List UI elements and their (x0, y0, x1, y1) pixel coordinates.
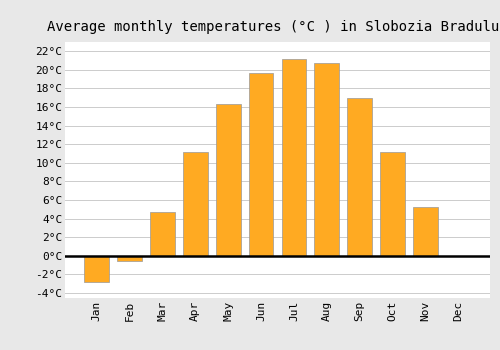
Bar (380, 152, 405, 256)
Bar (117, 256, 142, 261)
Bar (282, 59, 306, 256)
Bar (84, 256, 109, 282)
Bar (183, 152, 208, 256)
Title: Average monthly temperatures (°C ) in Slobozia Bradului: Average monthly temperatures (°C ) in Sl… (47, 20, 500, 34)
Bar (348, 98, 372, 256)
Bar (150, 212, 174, 256)
Bar (216, 104, 240, 256)
Bar (413, 208, 438, 256)
Bar (248, 73, 274, 256)
Bar (314, 63, 339, 256)
